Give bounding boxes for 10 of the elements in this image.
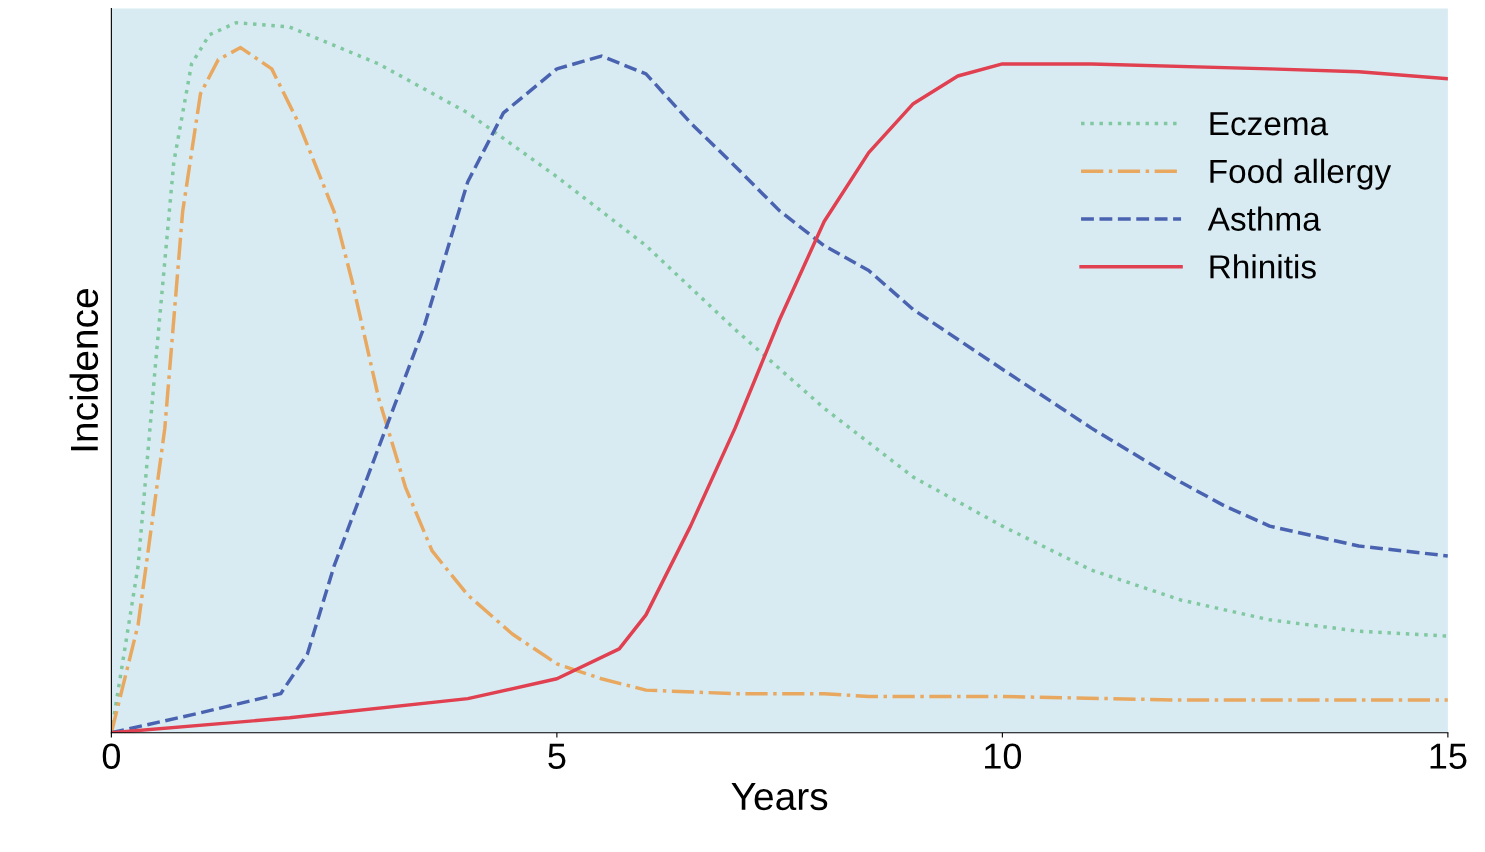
- legend-label: Asthma: [1207, 206, 1321, 231]
- y-axis-title: Incidence: [69, 289, 99, 451]
- x-tick-label: 0: [102, 743, 121, 769]
- legend-label: Food allergy: [1210, 158, 1392, 190]
- x-tick-label: 15: [1430, 743, 1467, 769]
- x-tick-label: 5: [548, 743, 566, 769]
- legend-label: Eczema: [1210, 112, 1329, 136]
- x-axis-title: Years: [731, 783, 828, 811]
- x-tick-label: 10: [985, 743, 1022, 769]
- legend-label: Rhinitis: [1210, 254, 1316, 279]
